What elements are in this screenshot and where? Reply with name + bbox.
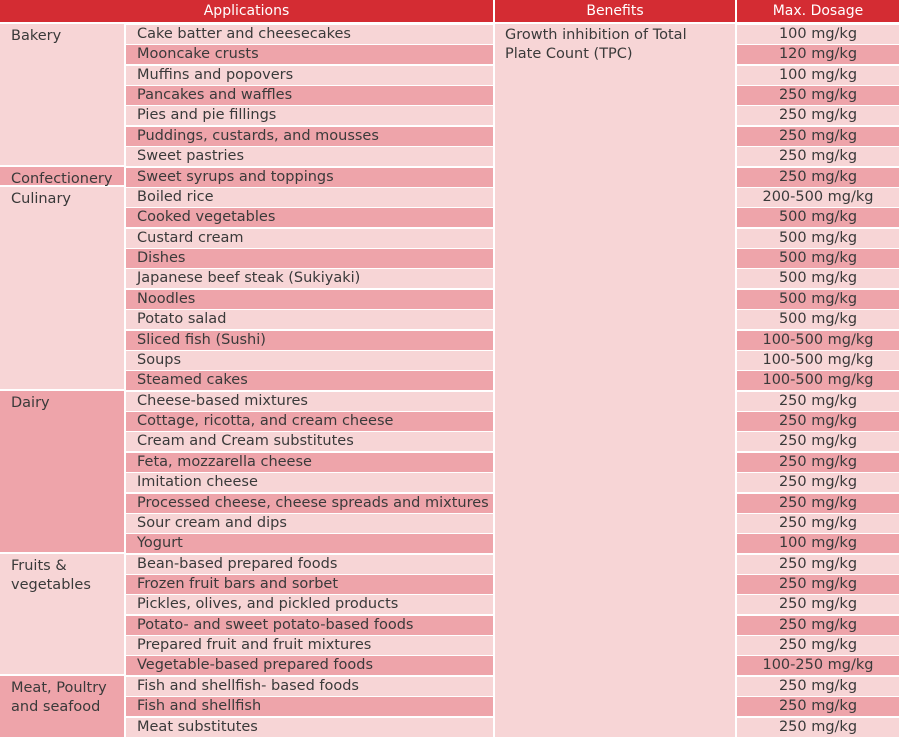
table-row-application: Imitation cheese [126, 473, 493, 493]
table-row-dosage: 500 mg/kg [737, 269, 899, 289]
table-row-application: Boiled rice [126, 187, 493, 207]
table-row-application: Muffins and popovers [126, 65, 493, 85]
table-row-dosage: 100 mg/kg [737, 65, 899, 85]
table-row-dosage: 500 mg/kg [737, 249, 899, 269]
table-row-application: Custard cream [126, 228, 493, 248]
table-row-dosage: 250 mg/kg [737, 86, 899, 106]
table-row-application: Cake batter and cheesecakes [126, 25, 493, 44]
table-row-dosage: 500 mg/kg [737, 310, 899, 330]
category-bakery: Bakery [0, 24, 124, 165]
table-row-application: Noodles [126, 289, 493, 309]
table-row-application: Pickles, olives, and pickled products [126, 595, 493, 615]
table-row-application: Meat substitutes [126, 717, 493, 737]
table-row-application: Cooked vegetables [126, 208, 493, 228]
table-row-application: Potato- and sweet potato-based foods [126, 615, 493, 635]
table-row-application: Sweet pastries [126, 147, 493, 167]
table-row-application: Fish and shellfish [126, 697, 493, 717]
table-row-dosage: 100 mg/kg [737, 534, 899, 554]
header-benefits: Benefits [495, 0, 735, 22]
table-row-application: Soups [126, 350, 493, 370]
table-row-dosage: 200-500 mg/kg [737, 187, 899, 207]
table-row-dosage: 500 mg/kg [737, 208, 899, 228]
table-row-application: Vegetable-based prepared foods [126, 656, 493, 676]
table-row-application: Potato salad [126, 310, 493, 330]
table-row-application: Cottage, ricotta, and cream cheese [126, 412, 493, 432]
table-row-dosage: 250 mg/kg [737, 676, 899, 696]
table-row-application: Prepared fruit and fruit mixtures [126, 636, 493, 656]
table-row-dosage: 500 mg/kg [737, 289, 899, 309]
table-row-dosage: 250 mg/kg [737, 717, 899, 737]
table-row-dosage: 250 mg/kg [737, 126, 899, 146]
table-row-application: Cream and Cream substitutes [126, 432, 493, 452]
category-dairy: Dairy [0, 391, 124, 552]
category-culinary: Culinary [0, 187, 124, 389]
table-row-dosage: 100-250 mg/kg [737, 656, 899, 676]
table-row-dosage: 250 mg/kg [737, 554, 899, 574]
table-row-application: Dishes [126, 249, 493, 269]
table-row-dosage: 100-500 mg/kg [737, 330, 899, 350]
table-row-dosage: 100 mg/kg [737, 25, 899, 44]
table-row-dosage: 250 mg/kg [737, 412, 899, 432]
table-row-dosage: 250 mg/kg [737, 574, 899, 594]
table-row-dosage: 250 mg/kg [737, 473, 899, 493]
table-row-dosage: 250 mg/kg [737, 615, 899, 635]
table-row-application: Pies and pie fillings [126, 106, 493, 126]
table-row-dosage: 250 mg/kg [737, 452, 899, 472]
table-row-dosage: 250 mg/kg [737, 595, 899, 615]
table-row-application: Sweet syrups and toppings [126, 167, 493, 187]
table-row-application: Processed cheese, cheese spreads and mix… [126, 493, 493, 513]
table-row-application: Sliced fish (Sushi) [126, 330, 493, 350]
table-row-application: Sour cream and dips [126, 513, 493, 533]
table-row-dosage: 100-500 mg/kg [737, 371, 899, 391]
table-row-dosage: 250 mg/kg [737, 636, 899, 656]
table-row-dosage: 250 mg/kg [737, 106, 899, 126]
table-row-application: Yogurt [126, 534, 493, 554]
table-row-application: Fish and shellfish- based foods [126, 676, 493, 696]
table-row-application: Frozen fruit bars and sorbet [126, 574, 493, 594]
table-row-dosage: 250 mg/kg [737, 697, 899, 717]
header-applications: Applications [0, 0, 493, 22]
table-row-application: Feta, mozzarella cheese [126, 452, 493, 472]
category-meat-poultry-seafood: Meat, Poultry and seafood [0, 676, 124, 737]
table-row-application: Pancakes and waffles [126, 86, 493, 106]
benefit-text: Growth inhibition of Total Plate Count (… [495, 24, 735, 737]
header-max-dosage: Max. Dosage [737, 0, 899, 22]
category-confectionery: Confectionery [0, 167, 124, 187]
table-row-application: Bean-based prepared foods [126, 554, 493, 574]
table-row-application: Cheese-based mixtures [126, 391, 493, 411]
table-row-application: Mooncake crusts [126, 45, 493, 65]
table-row-dosage: 250 mg/kg [737, 391, 899, 411]
table-row-dosage: 100-500 mg/kg [737, 350, 899, 370]
table-row-dosage: 250 mg/kg [737, 432, 899, 452]
table-row-dosage: 250 mg/kg [737, 147, 899, 167]
table-row-dosage: 120 mg/kg [737, 45, 899, 65]
table-row-application: Japanese beef steak (Sukiyaki) [126, 269, 493, 289]
table-row-application: Steamed cakes [126, 371, 493, 391]
category-fruits-vegetables: Fruits & vegetables [0, 554, 124, 674]
table-row-application: Puddings, custards, and mousses [126, 126, 493, 146]
table-row-dosage: 250 mg/kg [737, 167, 899, 187]
table-row-dosage: 250 mg/kg [737, 513, 899, 533]
table-row-dosage: 500 mg/kg [737, 228, 899, 248]
table-row-dosage: 250 mg/kg [737, 493, 899, 513]
